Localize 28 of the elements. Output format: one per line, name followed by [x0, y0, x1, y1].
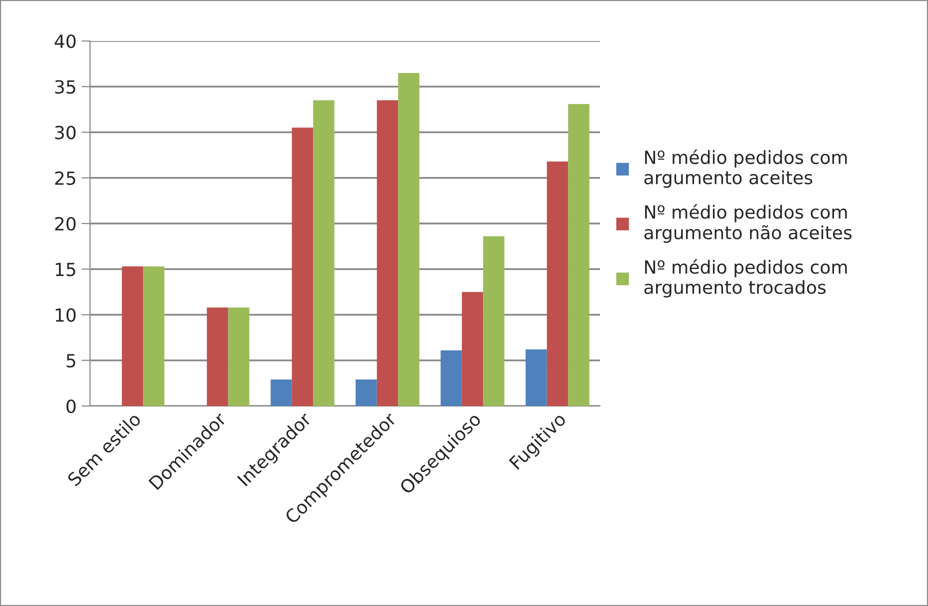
bar [483, 236, 504, 406]
bar [462, 292, 484, 406]
legend-label: Nº médio pedidos com argumento aceites [644, 149, 847, 188]
y-tick-label: 0 [66, 399, 76, 414]
bar [270, 380, 292, 406]
y-tick-label: 40 [54, 34, 76, 48]
y-tick-label: 15 [56, 262, 76, 276]
bar [526, 349, 547, 406]
bar [228, 307, 250, 406]
legend-label: Nº médio pedidos com argumento trocados [644, 259, 847, 298]
legend-label: Nº médio pedidos com argumento não aceites [644, 204, 852, 243]
y-tick-label: 25 [55, 171, 76, 185]
bar [546, 161, 568, 406]
y-tick-label: 10 [56, 308, 76, 322]
y-tick-label: 35 [55, 80, 76, 94]
bar [440, 350, 462, 406]
y-tick-label: 20 [55, 216, 76, 231]
y-tick-label: 30 [55, 126, 76, 140]
bar [356, 380, 377, 406]
y-tick-label: 5 [66, 354, 76, 368]
bar [398, 72, 420, 406]
bar [292, 128, 314, 406]
bar [313, 100, 334, 406]
bar [206, 307, 228, 406]
bar [122, 266, 144, 406]
bar [376, 100, 398, 406]
bar [143, 266, 164, 406]
bar [568, 104, 590, 406]
